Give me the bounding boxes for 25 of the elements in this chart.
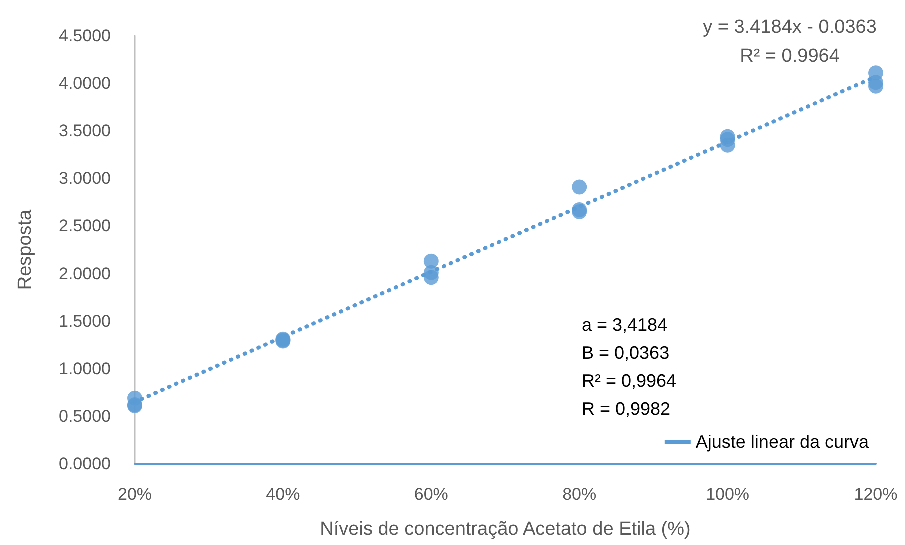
annotation: y = 3.4184x - 0.0363 — [703, 17, 877, 38]
annotation: R = 0,9982 — [582, 399, 671, 419]
annotation: R² = 0.9964 — [740, 46, 840, 67]
x-axis-title: Níveis de concentração Acetato de Etila (%) — [320, 519, 691, 540]
x-tick-label: 100% — [706, 485, 750, 504]
y-tick-label: 1.5000 — [59, 312, 111, 331]
y-tick-label: 3.0000 — [59, 169, 111, 188]
y-tick-label: 2.5000 — [59, 216, 111, 236]
x-tick-label: 120% — [854, 485, 898, 504]
x-tick-label: 40% — [266, 485, 300, 504]
annotation: a = 3,4184 — [582, 315, 668, 335]
y-tick-label: 0.5000 — [59, 406, 111, 426]
annotation: R² = 0,9964 — [582, 371, 677, 391]
y-tick-label: 4.5000 — [59, 26, 111, 46]
x-tick-label: 80% — [562, 485, 597, 504]
x-tick-label: 20% — [118, 485, 152, 504]
y-tick-label: 0.0000 — [59, 454, 111, 474]
y-tick-label: 1.0000 — [59, 359, 111, 378]
x-tick-label: 60% — [414, 485, 448, 504]
legend-label: Ajuste linear da curva — [696, 432, 870, 452]
y-tick-label: 2.0000 — [59, 264, 111, 284]
y-axis-title: Resposta — [15, 209, 36, 290]
y-tick-label: 4.0000 — [59, 74, 111, 94]
y-tick-label: 3.5000 — [59, 122, 111, 141]
annotation: B = 0,0363 — [582, 343, 670, 363]
